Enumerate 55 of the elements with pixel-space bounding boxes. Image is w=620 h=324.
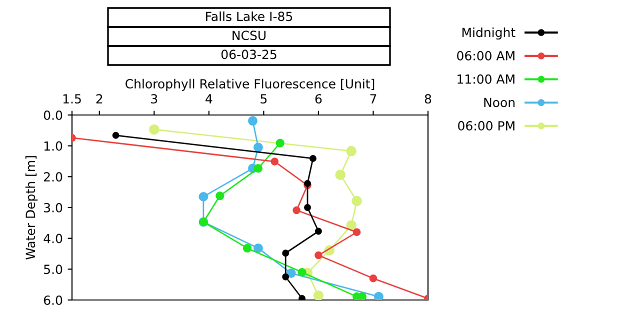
y-tick-label: 6.0 [44,295,62,305]
point [253,142,263,152]
point [298,268,306,277]
point [286,268,296,278]
point [298,294,306,300]
point [346,146,356,156]
point [304,180,311,187]
legend-label: 11:00 AM [458,74,514,84]
x-axis-title: Chlorophyll Relative Fluorescence [Unit] [126,78,374,91]
chart-title: Falls Lake I-85 [206,11,292,22]
y-tick-label: 4.0 [44,234,62,244]
y-tick-label: 2.0 [44,172,62,182]
chart-subtitle: NCSU [232,30,266,40]
point [198,192,208,202]
legend-label: 06:00 PM [458,121,514,131]
legend-label: Midnight [462,27,516,40]
point [374,292,384,300]
point [310,155,316,162]
point [335,170,346,180]
point [254,164,263,173]
point [314,251,322,260]
y-axis-title: Water Depth [m] [25,156,38,260]
point [242,244,252,253]
point [216,191,224,200]
x-tick-label: 8 [424,94,432,104]
point [314,228,322,235]
x-tick-label: 4 [206,94,212,104]
x-tick-label: 6 [315,94,322,104]
point [282,273,290,280]
text: 06-03-25 [221,50,276,60]
x-tick-label: 1.5 [63,94,81,104]
point [292,206,300,214]
y-tick-label: 5.0 [44,264,62,274]
y-tick-label: 3.0 [44,202,62,212]
point [282,250,290,257]
x-tick-label: 7 [370,94,376,104]
point [253,243,263,253]
x-tick-label: 2 [96,94,102,104]
x-tick-label: 3 [151,94,158,104]
legend-label: Noon [484,98,515,108]
y-tick-label: 1.0 [44,141,62,151]
point [270,158,279,166]
point [352,196,362,206]
point [112,132,120,139]
legend-label: 06:00 AM [457,51,514,60]
point [346,220,356,231]
point [248,116,258,126]
x-tick-label: 5 [260,94,267,104]
point [304,204,311,211]
point [313,290,324,300]
y-tick-label: 0.0 [44,110,62,120]
point [149,124,160,135]
point [352,228,361,236]
point [276,138,284,148]
point [369,274,378,282]
